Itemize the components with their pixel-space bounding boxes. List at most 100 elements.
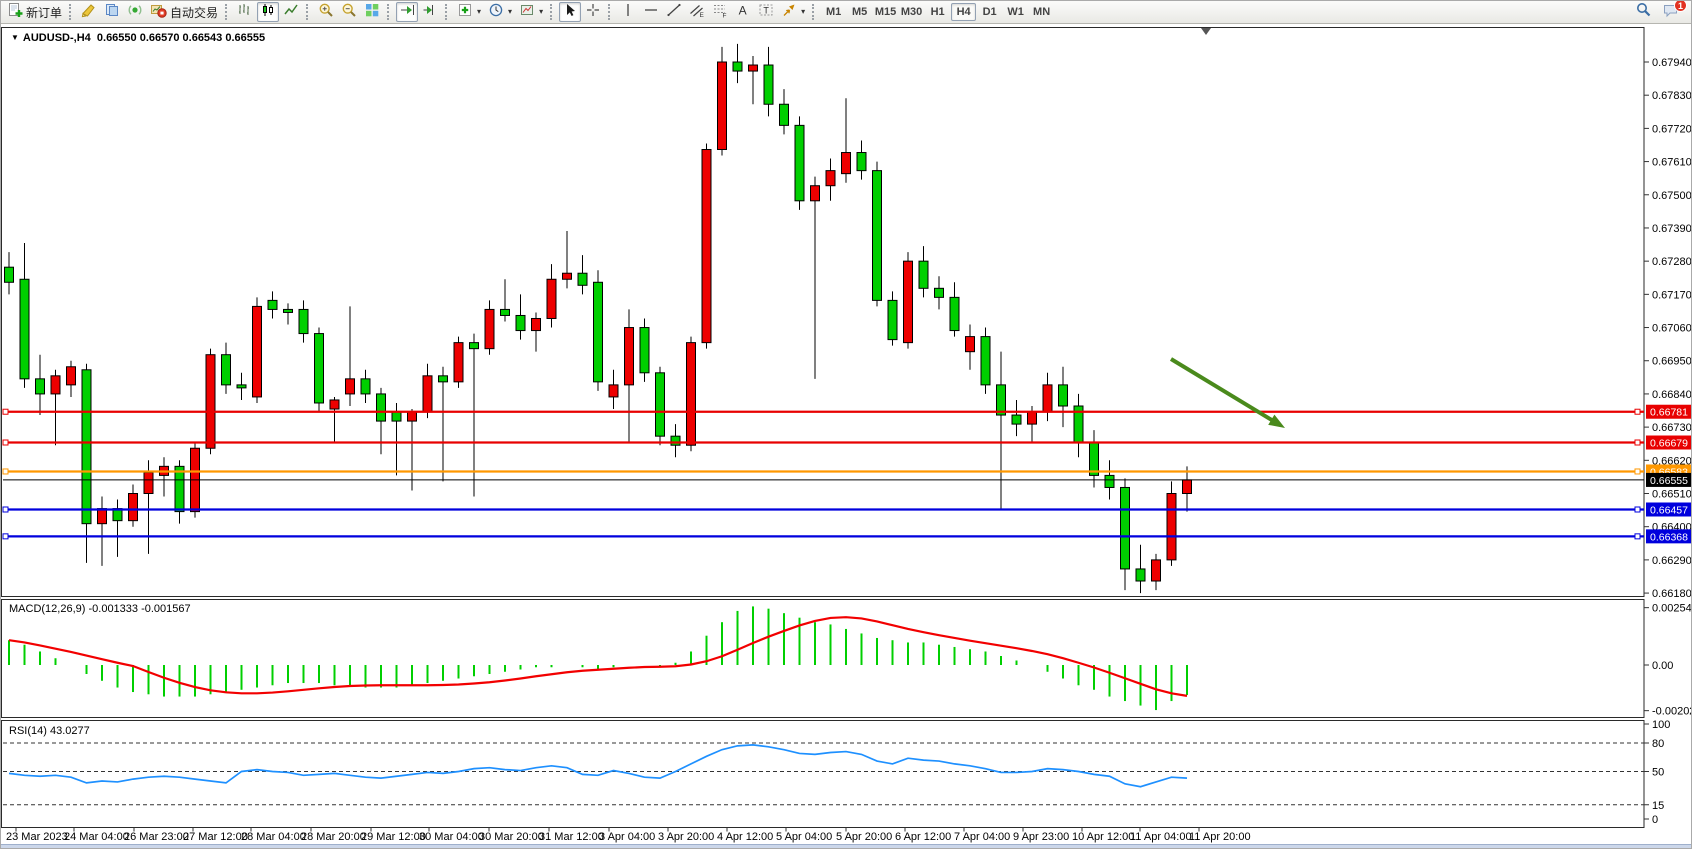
candle-body xyxy=(1135,568,1146,582)
candlestick-chart-button[interactable] xyxy=(257,2,280,22)
candle-body xyxy=(810,185,820,202)
price-axis-tick-label: 0.67610 xyxy=(1652,157,1692,169)
line-handle[interactable] xyxy=(1634,533,1641,540)
text-tool-button[interactable]: A xyxy=(732,2,754,22)
timeframe-button-w1[interactable]: W1 xyxy=(1007,6,1024,18)
chart-window[interactable]: 0.67940 0.67830 0.67720 0.67610 0.67500 0.673… xyxy=(1,24,1692,844)
chart-shift-icon xyxy=(422,2,438,23)
indicators-button[interactable]: ▾ xyxy=(454,2,484,22)
candle-body xyxy=(918,260,929,289)
time-axis-label: 29 Mar 12:00 xyxy=(361,831,426,843)
chart-shift-button[interactable] xyxy=(419,2,441,22)
autotrade-button[interactable]: 自动交易 xyxy=(147,2,221,22)
notification-count-badge: 1 xyxy=(1674,1,1687,12)
price-pane[interactable] xyxy=(1,27,1645,597)
tile-windows-button[interactable] xyxy=(361,2,383,22)
label-tool-button[interactable]: T xyxy=(755,2,777,22)
crayon-icon xyxy=(81,2,97,23)
time-axis-label: 30 Mar 20:00 xyxy=(479,831,544,843)
price-badge xyxy=(1646,502,1691,517)
timeframe-button-h1[interactable]: H1 xyxy=(930,6,945,18)
rsi-pane[interactable] xyxy=(1,720,1645,828)
horizontal-line-tool-button[interactable] xyxy=(640,2,662,22)
timeframe-button-m5[interactable]: M5 xyxy=(851,6,868,18)
bar-chart-icon xyxy=(237,2,253,23)
autotrade-label: 自动交易 xyxy=(170,5,219,20)
candle-body xyxy=(19,278,30,380)
timeframe-button-m15[interactable]: M15 xyxy=(874,6,897,18)
search-button[interactable] xyxy=(1632,2,1655,22)
line-handle[interactable] xyxy=(2,439,9,446)
trend-arrow-line[interactable] xyxy=(1169,357,1278,425)
price-badge-label: 0.66781 xyxy=(1650,407,1688,419)
line-handle[interactable] xyxy=(1634,439,1641,446)
line-handle[interactable] xyxy=(1634,408,1641,415)
auto-scroll-button[interactable] xyxy=(396,2,419,23)
crosshair-tool-button[interactable] xyxy=(582,2,604,22)
candle-body xyxy=(701,149,712,344)
time-axis-label: 23 Mar 2023 xyxy=(6,831,68,843)
styler-button[interactable] xyxy=(78,2,100,22)
candle-body xyxy=(484,308,495,350)
toolbar-gripper xyxy=(608,4,613,20)
arrows-tool-button[interactable]: ▾ xyxy=(778,2,808,22)
periods-button[interactable]: ▾ xyxy=(485,2,515,22)
timeframe-button-h4[interactable]: H4 xyxy=(951,3,977,21)
zoom-in-icon xyxy=(318,2,334,23)
toolbar-gripper xyxy=(550,4,555,20)
line-handle[interactable] xyxy=(2,468,9,475)
zoom-in-button[interactable] xyxy=(315,2,337,22)
price-badge xyxy=(1646,404,1691,419)
toolbar-gripper xyxy=(69,4,74,20)
candle-body xyxy=(4,266,14,283)
candle-body xyxy=(949,296,960,332)
svg-text:T: T xyxy=(763,5,769,15)
timeframe-button-mn[interactable]: MN xyxy=(1033,6,1051,18)
line-handle[interactable] xyxy=(1634,468,1641,475)
trend-arrow-head[interactable] xyxy=(1268,414,1285,428)
candle-body xyxy=(236,384,247,389)
bar-chart-button[interactable] xyxy=(234,2,256,22)
line-chart-icon xyxy=(283,2,299,23)
line-handle[interactable] xyxy=(2,506,9,513)
macd-pane[interactable] xyxy=(1,599,1645,718)
candle-body xyxy=(128,493,138,522)
cursor-tool-button[interactable] xyxy=(559,2,582,22)
line-handle[interactable] xyxy=(1634,506,1641,513)
auto-scroll-icon xyxy=(399,2,415,23)
candle-body xyxy=(345,378,355,395)
candle-body xyxy=(794,124,805,202)
timeframe-button-d1[interactable]: D1 xyxy=(982,6,997,18)
line-handle[interactable] xyxy=(2,533,9,540)
trendline-icon xyxy=(666,2,682,23)
new-order-button[interactable]: 新订单 xyxy=(4,2,65,22)
candle-body xyxy=(686,342,696,446)
candle-body xyxy=(438,375,448,383)
svg-text:F: F xyxy=(723,12,727,18)
price-axis-tick-label: 0.67500 xyxy=(1652,190,1692,202)
templates-button[interactable]: ▾ xyxy=(516,2,546,22)
timeframe-button-m30[interactable]: M30 xyxy=(900,6,923,18)
sound-alert-button[interactable] xyxy=(124,2,146,22)
timeframe-button-m1[interactable]: M1 xyxy=(825,6,842,18)
candle-body xyxy=(252,305,262,398)
channel-tool-button[interactable]: E xyxy=(686,2,708,22)
line-handle[interactable] xyxy=(2,408,9,415)
notifications-button[interactable]: 1 xyxy=(1659,1,1687,22)
chart-canvas[interactable]: 0.67940 0.67830 0.67720 0.67610 0.67500 0.673… xyxy=(1,24,1692,844)
zoom-out-button[interactable] xyxy=(338,2,360,22)
vertical-line-tool-button[interactable] xyxy=(617,2,639,22)
trendline-tool-button[interactable] xyxy=(663,2,685,22)
candle-body xyxy=(825,170,836,187)
toolbar-gripper xyxy=(387,4,392,20)
time-axis-label: 11 Apr 04:00 xyxy=(1130,831,1192,843)
fibonacci-tool-button[interactable]: F xyxy=(709,2,731,22)
time-axis-label: 5 Apr 04:00 xyxy=(776,831,832,843)
candle-body xyxy=(546,278,557,319)
data-window-button[interactable] xyxy=(101,2,123,22)
chart-shift-marker[interactable] xyxy=(1201,28,1211,35)
line-chart-button[interactable] xyxy=(280,2,302,22)
candle-body xyxy=(314,333,324,404)
candle-body xyxy=(980,336,991,386)
